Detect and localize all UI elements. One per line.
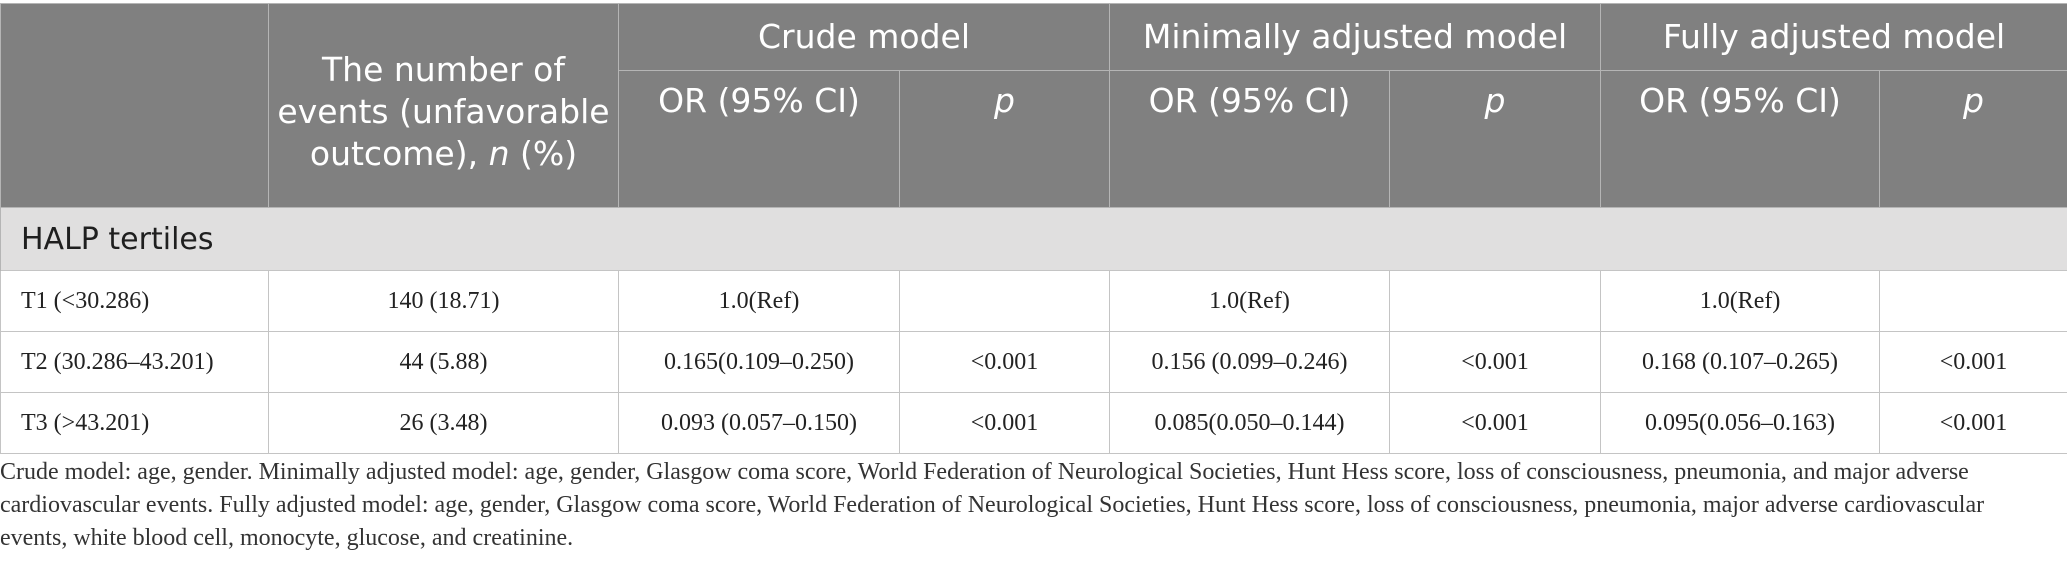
minimally-adjusted-model-header: Minimally adjusted model xyxy=(1108,3,1602,71)
full-p-cell xyxy=(1879,270,2067,332)
min-or-cell: 0.085(0.050–0.144) xyxy=(1109,392,1390,454)
events-cell: 140 (18.71) xyxy=(268,270,619,332)
table-row: T1 (<30.286) 140 (18.71) 1.0(Ref) 1.0(Re… xyxy=(0,270,2067,332)
results-table: The number of events (unfavorable outcom… xyxy=(0,3,2067,454)
crude-or-cell: 0.165(0.109–0.250) xyxy=(618,331,900,393)
full-or-cell: 0.095(0.056–0.163) xyxy=(1600,392,1881,454)
crude-p-cell: <0.001 xyxy=(899,392,1110,454)
table-header: The number of events (unfavorable outcom… xyxy=(0,3,2067,208)
crude-p-cell xyxy=(899,270,1110,332)
min-p-cell: <0.001 xyxy=(1388,331,1602,393)
min-p-cell xyxy=(1388,270,1602,332)
min-or-cell: 0.156 (0.099–0.246) xyxy=(1109,331,1390,393)
events-cell: 44 (5.88) xyxy=(268,331,619,393)
fully-adjusted-model-header: Fully adjusted model xyxy=(1600,3,2067,71)
events-header: The number of events (unfavorable outcom… xyxy=(268,3,619,208)
min-p-header: p xyxy=(1388,70,1602,208)
crude-p-header: p xyxy=(899,70,1110,208)
full-p-header: p xyxy=(1879,70,2067,208)
row-label: T2 (30.286–43.201) xyxy=(0,331,269,393)
crude-or-cell: 0.093 (0.057–0.150) xyxy=(618,392,900,454)
crude-or-header: OR (95% CI) xyxy=(618,70,900,208)
min-or-cell: 1.0(Ref) xyxy=(1109,270,1390,332)
crude-or-cell: 1.0(Ref) xyxy=(618,270,900,332)
table-row: T3 (>43.201) 26 (3.48) 0.093 (0.057–0.15… xyxy=(0,392,2067,454)
table-footnote: Crude model: age, gender. Minimally adju… xyxy=(0,459,1985,551)
group-row: HALP tertiles xyxy=(0,207,2067,271)
full-p-cell: <0.001 xyxy=(1879,331,2067,393)
full-or-header: OR (95% CI) xyxy=(1600,70,1881,208)
min-p-cell: <0.001 xyxy=(1388,392,1602,454)
full-or-cell: 0.168 (0.107–0.265) xyxy=(1600,331,1881,393)
full-p-cell: <0.001 xyxy=(1879,392,2067,454)
row-label-header xyxy=(0,3,269,208)
row-label: T3 (>43.201) xyxy=(0,392,269,454)
row-label: T1 (<30.286) xyxy=(0,270,269,332)
table-row: T2 (30.286–43.201) 44 (5.88) 0.165(0.109… xyxy=(0,331,2067,393)
crude-model-header: Crude model xyxy=(618,3,1110,71)
group-label: HALP tertiles xyxy=(0,207,2067,271)
min-or-header: OR (95% CI) xyxy=(1109,70,1390,208)
full-or-cell: 1.0(Ref) xyxy=(1600,270,1881,332)
crude-p-cell: <0.001 xyxy=(899,331,1110,393)
events-cell: 26 (3.48) xyxy=(268,392,619,454)
